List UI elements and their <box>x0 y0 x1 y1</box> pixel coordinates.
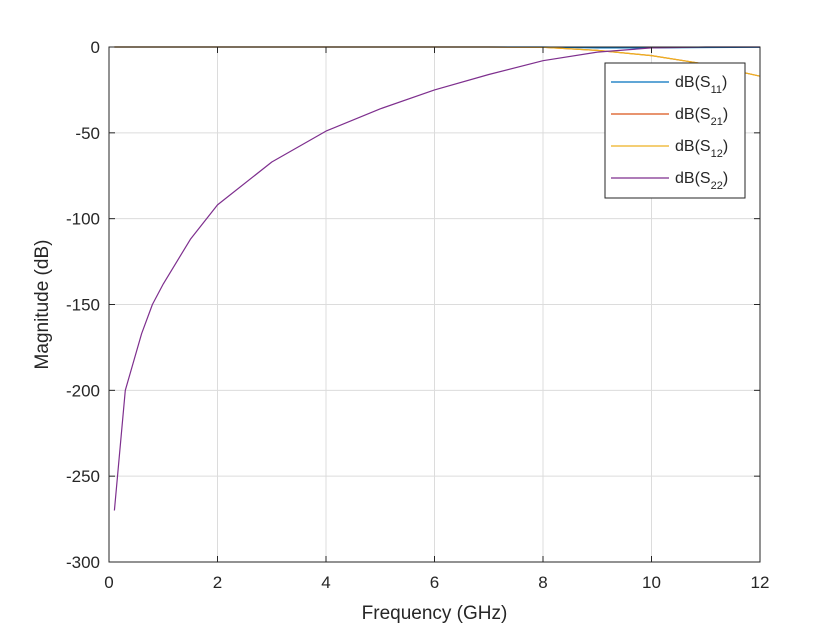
x-tick-label: 2 <box>213 573 222 592</box>
y-tick-label: 0 <box>91 38 100 57</box>
legend-label: dB(S21) <box>675 106 728 128</box>
legend-label: dB(S12) <box>675 138 728 160</box>
y-tick-label: -50 <box>75 124 100 143</box>
y-tick-label: -150 <box>66 296 100 315</box>
legend-label: dB(S11) <box>675 74 727 96</box>
x-tick-label: 12 <box>751 573 770 592</box>
y-tick-label: -100 <box>66 210 100 229</box>
x-tick-label: 8 <box>538 573 547 592</box>
y-tick-label: -250 <box>66 467 100 486</box>
tick-labels: 0 2 4 6 8 10 12 -300 -250 -200 -150 -100 -50 0 <box>66 38 769 592</box>
x-tick-label: 0 <box>104 573 113 592</box>
y-axis-label: Magnitude (dB) <box>32 240 53 370</box>
legend-label: dB(S22) <box>675 170 728 192</box>
x-tick-label: 10 <box>642 573 661 592</box>
series-line-s22 <box>113 46 760 511</box>
x-tick-label: 4 <box>321 573 330 592</box>
y-tick-label: -300 <box>66 553 100 572</box>
x-tick-label: 6 <box>430 573 439 592</box>
y-tick-label: -200 <box>66 381 100 400</box>
x-axis-label: Frequency (GHz) <box>362 603 508 624</box>
legend-box <box>604 62 746 199</box>
legend[interactable]: dB(S11) dB(S21) dB(S12) dB(S22) <box>604 62 746 199</box>
ticks <box>108 46 761 563</box>
